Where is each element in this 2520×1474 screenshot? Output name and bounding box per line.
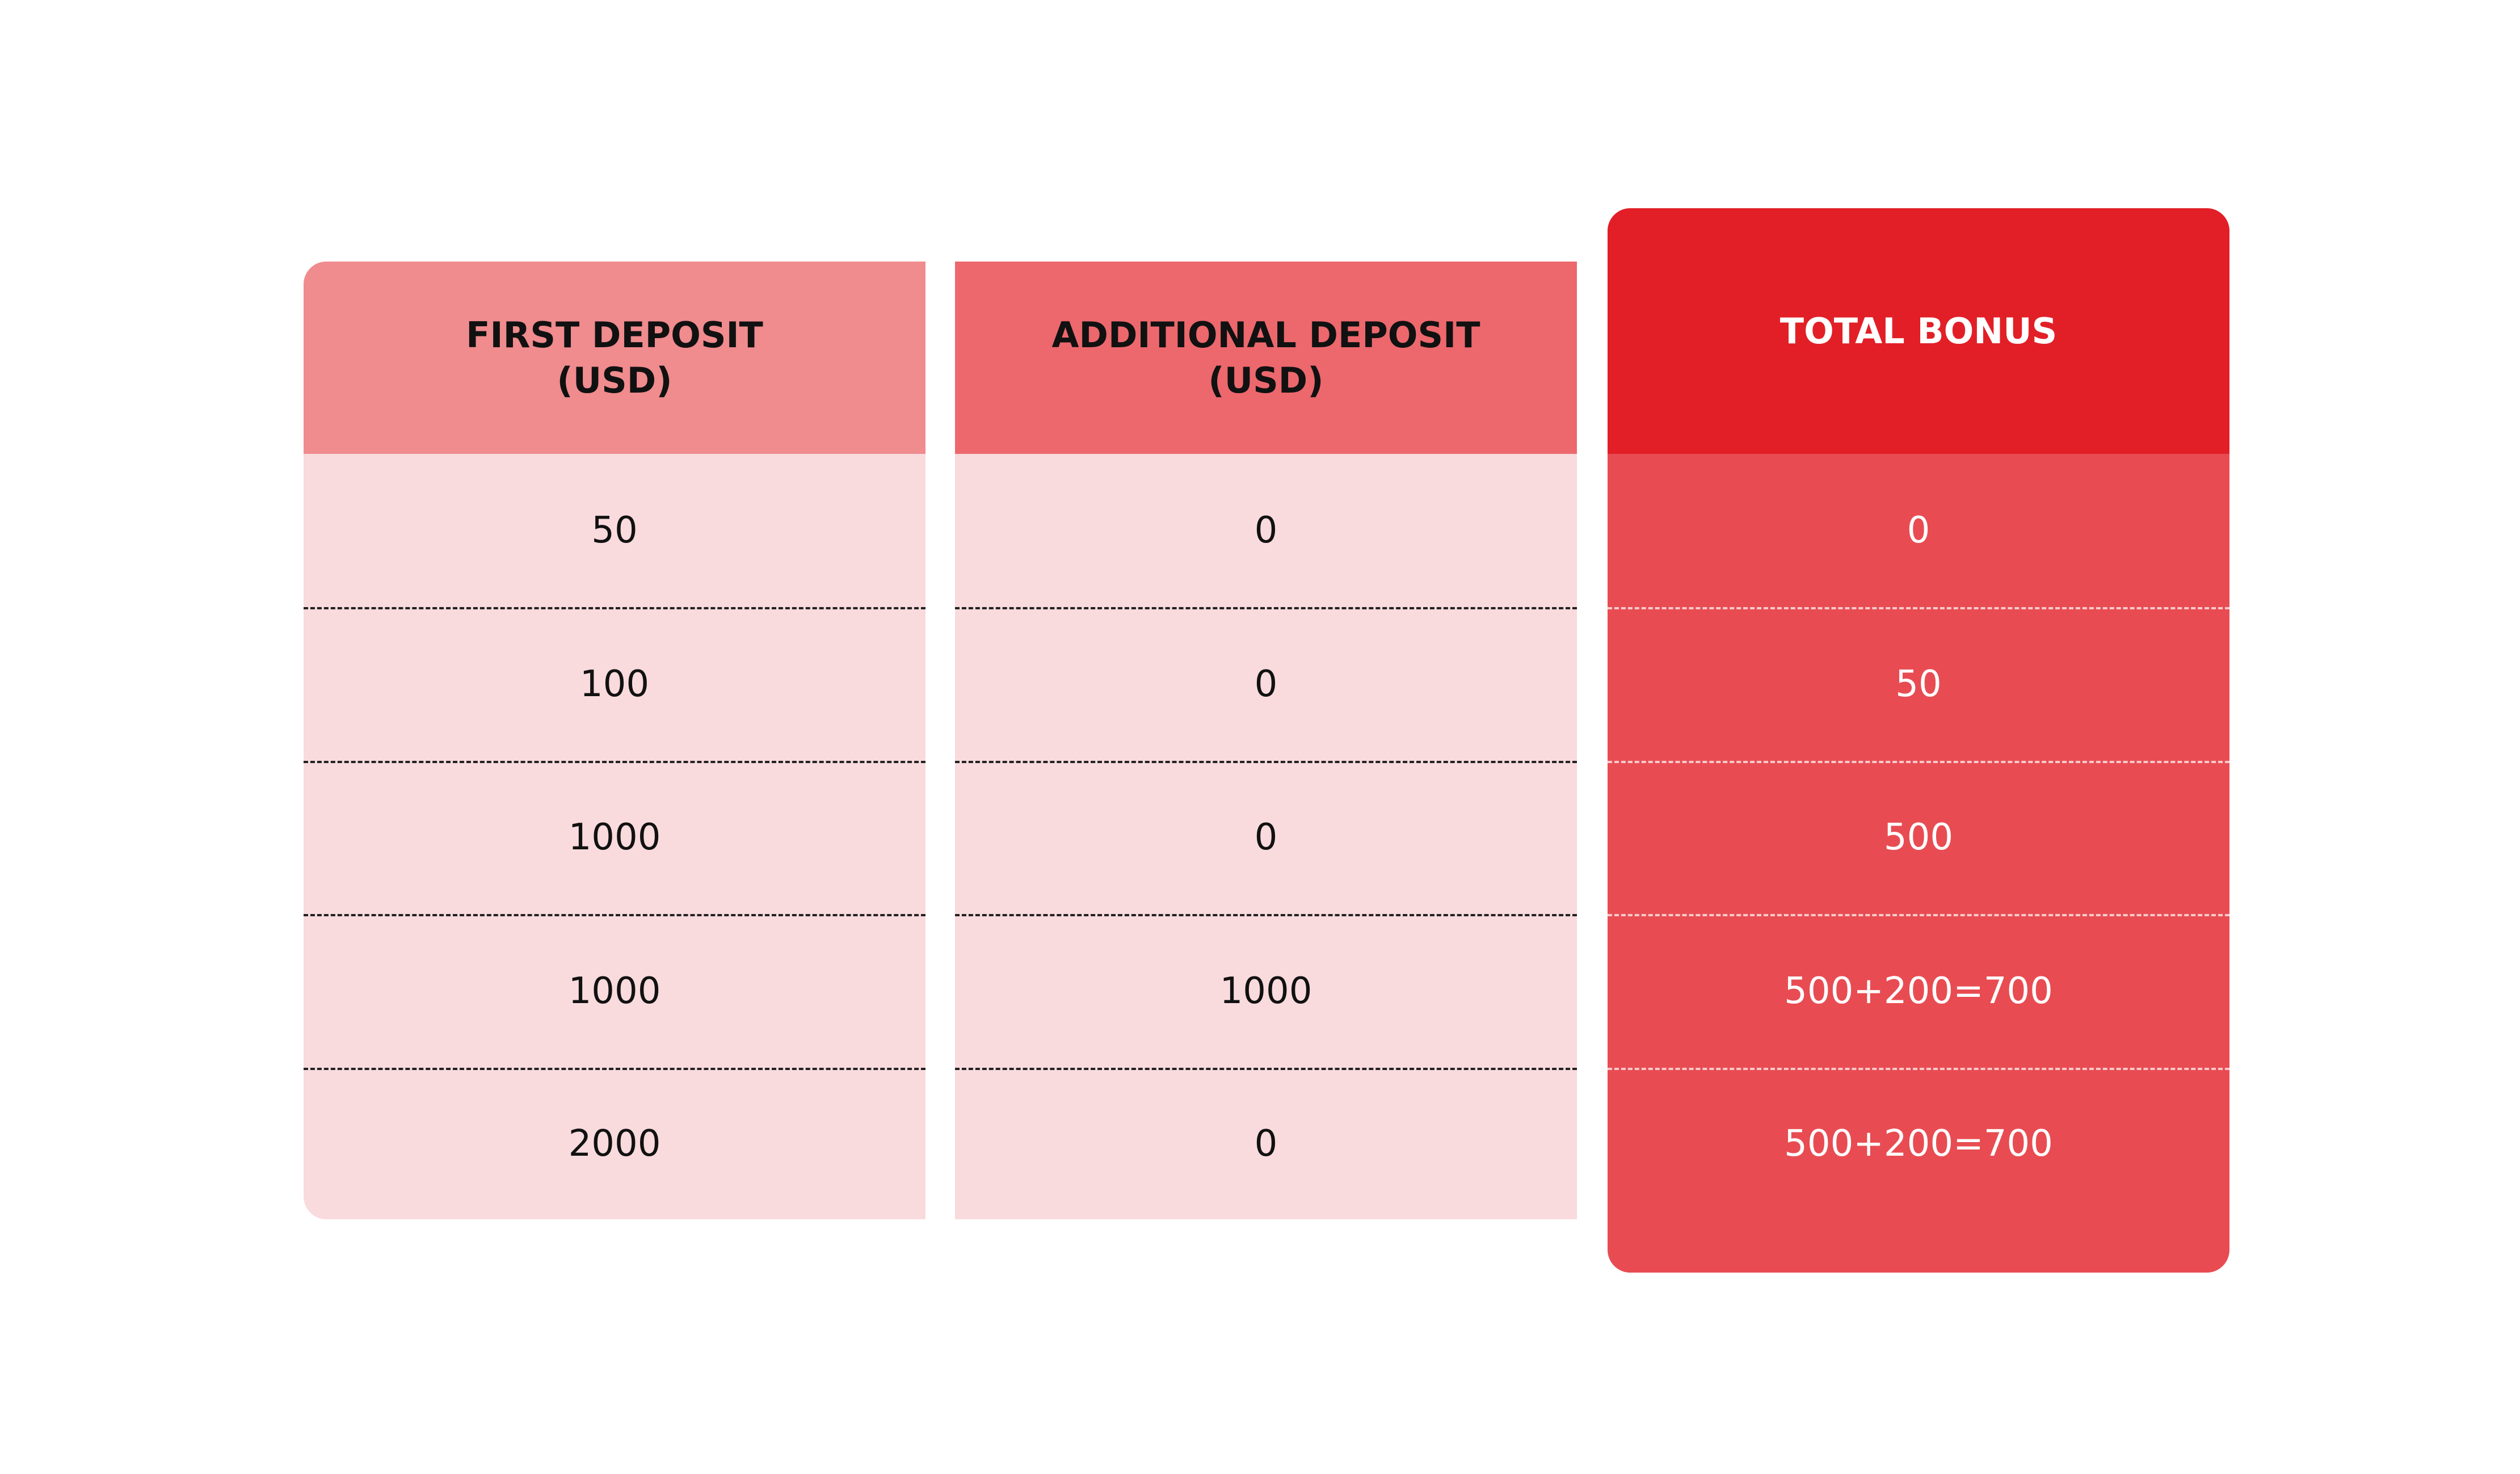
column-header: FIRST DEPOSIT (USD): [304, 262, 925, 454]
table-cell: 1000: [1219, 970, 1312, 1012]
row-divider: [955, 914, 1577, 916]
header-text: FIRST DEPOSIT: [466, 314, 763, 356]
column-header: TOTAL BONUS: [1608, 208, 2229, 454]
table-cell: 1000: [568, 816, 661, 858]
row-divider: [304, 761, 925, 763]
table-cell: 0: [1907, 509, 1930, 551]
row-divider: [304, 914, 925, 916]
table-cell: 100: [579, 663, 650, 705]
row-divider: [955, 761, 1577, 763]
header-text: ADDITIONAL DEPOSIT: [1051, 314, 1480, 356]
table-cell: 0: [1254, 509, 1278, 551]
row-divider: [1608, 607, 2229, 609]
header-text: (USD): [1208, 359, 1324, 401]
table-cell: 50: [1895, 663, 1942, 705]
table-cell: 0: [1254, 663, 1278, 705]
table-cell: 0: [1254, 1122, 1278, 1165]
table-cell: 2000: [568, 1122, 661, 1165]
header-text: TOTAL BONUS: [1779, 310, 2058, 352]
table-cell: 500: [1883, 816, 1954, 858]
table-cell: 500+200=700: [1784, 1122, 2053, 1165]
row-divider: [955, 607, 1577, 609]
row-divider: [1608, 1068, 2229, 1070]
row-divider: [1608, 914, 2229, 916]
column-header: ADDITIONAL DEPOSIT (USD): [955, 262, 1577, 454]
table-column: TOTAL BONUS 0 50 500 500+200=700 500+200=700: [1608, 208, 2229, 1273]
header-text: (USD): [557, 359, 672, 401]
table-cell: 1000: [568, 970, 661, 1012]
table-column: FIRST DEPOSIT (USD) 50 100 1000 1000 2000: [304, 262, 925, 1219]
row-divider: [304, 607, 925, 609]
table-cell: 50: [591, 509, 638, 551]
row-divider: [955, 1068, 1577, 1070]
row-divider: [1608, 761, 2229, 763]
table-cell: 500+200=700: [1784, 970, 2053, 1012]
table-column: ADDITIONAL DEPOSIT (USD) 0 0 0 1000 0: [955, 262, 1577, 1219]
row-divider: [304, 1068, 925, 1070]
table-cell: 0: [1254, 816, 1278, 858]
